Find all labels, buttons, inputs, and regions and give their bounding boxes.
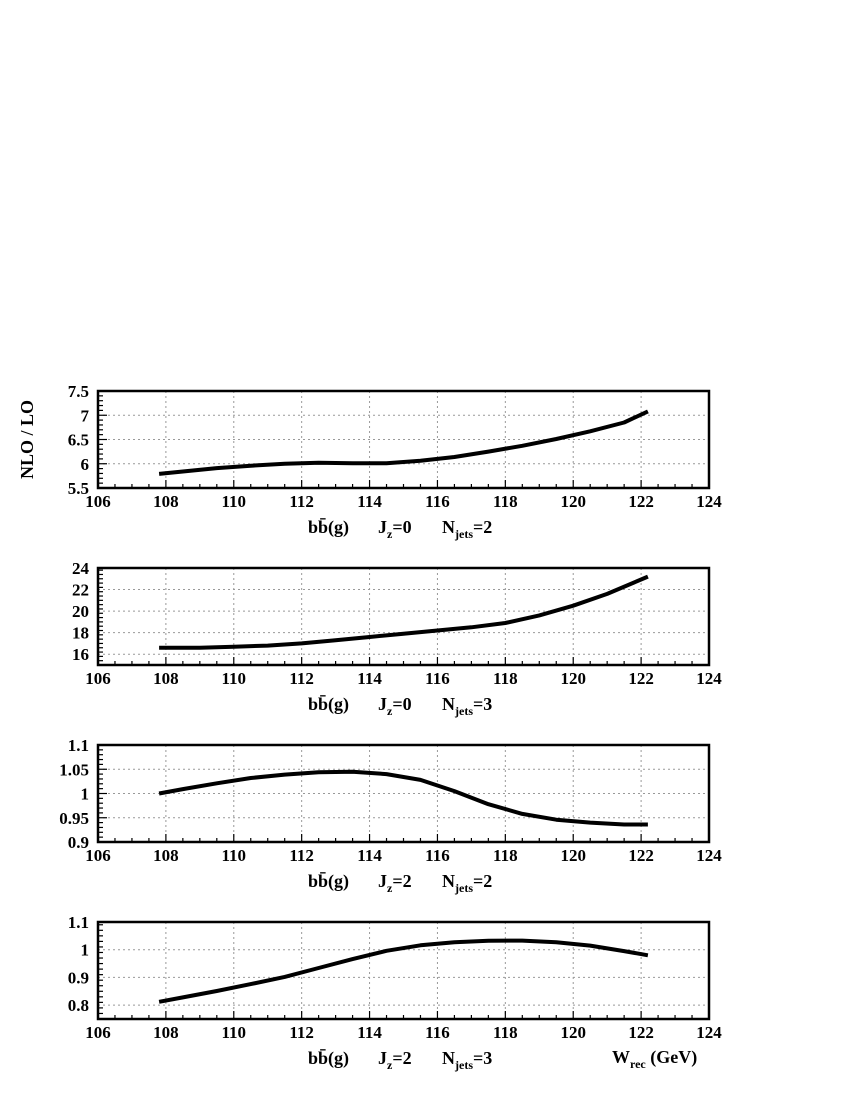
grid-lines bbox=[98, 391, 709, 488]
x-tick-label: 110 bbox=[221, 669, 246, 688]
y-tick-label: 1.1 bbox=[68, 913, 89, 932]
x-axis-label: Wrec (GeV) bbox=[612, 1047, 697, 1071]
x-tick-label: 122 bbox=[628, 846, 654, 865]
plot-frame bbox=[96, 566, 711, 667]
x-tick-label: 106 bbox=[85, 846, 111, 865]
x-tick-label: 108 bbox=[153, 1023, 179, 1042]
x-tick-label: 120 bbox=[560, 492, 586, 511]
x-tick-label: 124 bbox=[696, 1023, 722, 1042]
panel-caption: bb̄(g) Jz=2 Njets=3 bbox=[308, 1047, 492, 1072]
y-tick-label: 20 bbox=[72, 602, 89, 621]
y-tick-label: 1 bbox=[81, 785, 90, 804]
x-tick-label: 106 bbox=[85, 669, 111, 688]
x-tick-label: 120 bbox=[560, 846, 586, 865]
panel-caption: bb̄(g) Jz=2 Njets=2 bbox=[308, 870, 492, 895]
y-tick-label: 7 bbox=[81, 406, 90, 425]
series-line bbox=[159, 574, 649, 650]
y-tick-label: 5.5 bbox=[68, 479, 89, 498]
x-tick-label: 106 bbox=[85, 1023, 111, 1042]
x-tick-label: 108 bbox=[153, 669, 179, 688]
y-tick-label: 24 bbox=[72, 559, 90, 578]
grid-lines bbox=[98, 568, 709, 665]
x-tick-label: 118 bbox=[493, 492, 518, 511]
x-tick-label: 110 bbox=[221, 492, 246, 511]
x-tick-label: 108 bbox=[153, 492, 179, 511]
series-line bbox=[158, 409, 649, 476]
x-tick-label: 114 bbox=[357, 492, 382, 511]
x-tick-label: 110 bbox=[221, 1023, 246, 1042]
panel-caption: bb̄(g) Jz=0 Njets=3 bbox=[308, 693, 492, 718]
y-tick-label: 6 bbox=[81, 455, 90, 474]
x-tick-label: 122 bbox=[628, 492, 654, 511]
x-tick-label: 122 bbox=[628, 669, 654, 688]
grid-lines bbox=[98, 745, 709, 842]
series-line bbox=[158, 769, 648, 827]
x-tick-label: 116 bbox=[425, 1023, 450, 1042]
x-tick-label: 116 bbox=[425, 846, 450, 865]
x-tick-label: 124 bbox=[696, 669, 722, 688]
x-tick-label: 118 bbox=[493, 1023, 518, 1042]
y-axis-label: NLO / LO bbox=[17, 400, 37, 479]
y-tick-label: 1.05 bbox=[59, 760, 89, 779]
x-tick-label: 114 bbox=[357, 846, 382, 865]
x-tick-label: 120 bbox=[560, 669, 586, 688]
x-tick-label: 118 bbox=[493, 846, 518, 865]
x-tick-label: 114 bbox=[357, 1023, 382, 1042]
panel-4: 106 108 110 112 114 116 118 120 122 124 0.8 0.9 1 1.1… bbox=[68, 913, 723, 1072]
plot-frame bbox=[96, 389, 711, 490]
y-tick-label: 6.5 bbox=[68, 431, 89, 450]
y-tick-label: 18 bbox=[72, 624, 89, 643]
y-tick-label: 0.9 bbox=[68, 968, 89, 987]
x-tick-label: 112 bbox=[289, 846, 314, 865]
y-tick-label: 22 bbox=[72, 581, 89, 600]
panel-2: 106 108 110 112 114 116 118 120 122 124 16 18 20 22 24… bbox=[72, 559, 722, 718]
y-tick-label: 16 bbox=[72, 645, 89, 664]
x-tick-label: 108 bbox=[153, 846, 179, 865]
x-tick-label: 112 bbox=[289, 492, 314, 511]
panel-caption: bb̄(g) Jz=0 Njets=2 bbox=[308, 516, 492, 541]
y-tick-label: 1.1 bbox=[68, 736, 89, 755]
x-tick-label: 114 bbox=[357, 669, 382, 688]
y-tick-label: 7.5 bbox=[68, 382, 89, 401]
y-tick-label: 0.9 bbox=[68, 833, 89, 852]
x-tick-label: 110 bbox=[221, 846, 246, 865]
plot-frame bbox=[96, 743, 711, 844]
x-tick-label: 112 bbox=[289, 669, 314, 688]
x-tick-label: 122 bbox=[628, 1023, 654, 1042]
y-tick-label: 0.95 bbox=[59, 809, 89, 828]
y-tick-label: 1 bbox=[81, 941, 90, 960]
x-tick-label: 124 bbox=[696, 492, 722, 511]
y-tick-label: 0.8 bbox=[68, 996, 89, 1015]
x-tick-label: 112 bbox=[289, 1023, 314, 1042]
x-tick-label: 120 bbox=[560, 1023, 586, 1042]
plot-frame bbox=[96, 920, 711, 1021]
x-tick-label: 118 bbox=[493, 669, 518, 688]
panel-1: 106 108 110 112 114 116 118 120 122 124 5.5 6 6.5 7 7.… bbox=[17, 382, 722, 541]
x-tick-label: 106 bbox=[85, 492, 111, 511]
grid-lines bbox=[98, 922, 709, 1019]
x-tick-label: 116 bbox=[425, 669, 450, 688]
x-tick-label: 116 bbox=[425, 492, 450, 511]
x-tick-label: 124 bbox=[696, 846, 722, 865]
panel-3: 106 108 110 112 114 116 118 120 122 124 0.9 0.95 1 1.… bbox=[59, 736, 722, 895]
series-line bbox=[158, 938, 649, 1004]
